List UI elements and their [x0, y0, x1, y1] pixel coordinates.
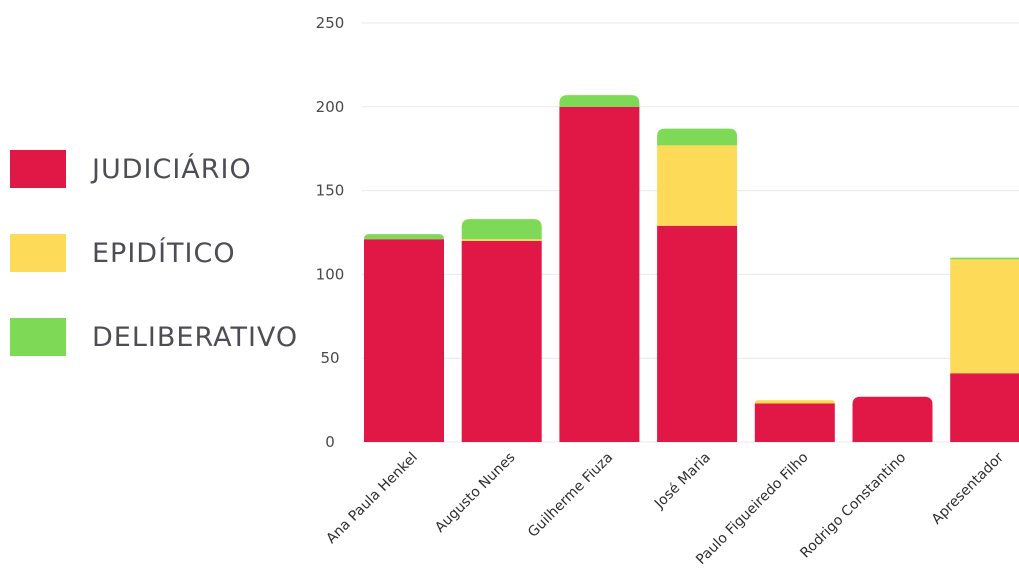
bar-epiditico-apresentador [950, 259, 1019, 374]
x-tick-label: Rodrigo Constantino [797, 450, 909, 562]
bar-stack-guilherme-fiuza [559, 95, 640, 443]
y-tick-label: 50 [320, 349, 339, 367]
x-tick-label: José Maria [651, 450, 714, 513]
bar-judiciario-ana-paula-henkel [364, 239, 444, 442]
bar-judiciario-augusto-nunes [461, 240, 542, 442]
bar-stack-paulo-figueiredo-filho [754, 400, 835, 442]
bar-epiditico-jose-maria [657, 145, 738, 226]
y-tick-label: 150 [316, 182, 345, 200]
y-axis-ticks: 0 50 100 150 200 250 [316, 14, 345, 451]
legend-item-judiciario: JUDICIÁRIO [10, 150, 252, 188]
bar-epiditico-augusto-nunes [461, 239, 542, 241]
y-tick-label: 250 [316, 14, 345, 32]
bar-stack-ana-paula-henkel [364, 234, 444, 442]
bar-judiciario-apresentador [950, 373, 1019, 442]
legend-label-deliberativo: DELIBERATIVO [92, 321, 299, 353]
bar-deliberativo-augusto-nunes [461, 219, 542, 240]
bar-deliberativo-jose-maria [657, 128, 738, 146]
bar-judiciario-guilherme-fiuza [559, 106, 640, 443]
y-tick-label: 0 [325, 433, 335, 451]
x-tick-label: Guilherme Fiuza [525, 450, 616, 541]
legend-swatch-judiciario [10, 150, 66, 188]
bar-deliberativo-apresentador [950, 257, 1019, 260]
bar-judiciario-rodrigo-constantino [852, 396, 933, 442]
bar-deliberativo-ana-paula-henkel [364, 234, 444, 240]
y-tick-label: 200 [316, 98, 345, 116]
bar-stack-augusto-nunes [461, 219, 542, 442]
bar-stack-apresentador [950, 257, 1019, 442]
legend-item-epiditico: EPIDÍTICO [10, 234, 236, 272]
x-tick-label: Augusto Nunes [432, 450, 518, 536]
x-tick-label: Paulo Figueiredo Filho [693, 450, 811, 568]
x-tick-label: Ana Paula Henkel [323, 450, 420, 547]
legend-swatch-epiditico [10, 234, 66, 272]
bar-judiciario-paulo-figueiredo-filho [754, 403, 835, 442]
bar-stack-jose-maria [657, 128, 738, 442]
bar-epiditico-paulo-figueiredo-filho [754, 400, 835, 404]
legend-swatch-deliberativo [10, 318, 66, 356]
x-tick-label: Apresentador [929, 449, 1007, 527]
legend-label-judiciario: JUDICIÁRIO [92, 153, 252, 185]
y-tick-label: 100 [316, 265, 345, 283]
legend-label-epiditico: EPIDÍTICO [92, 237, 236, 269]
bar-stack-rodrigo-constantino [852, 396, 933, 442]
legend-item-deliberativo: DELIBERATIVO [10, 318, 298, 356]
bar-deliberativo-guilherme-fiuza [559, 95, 640, 107]
bars [364, 95, 1019, 443]
x-axis-ticks: Ana Paula Henkel Augusto Nunes Guilherme F… [323, 449, 1007, 568]
bar-judiciario-jose-maria [657, 225, 738, 442]
